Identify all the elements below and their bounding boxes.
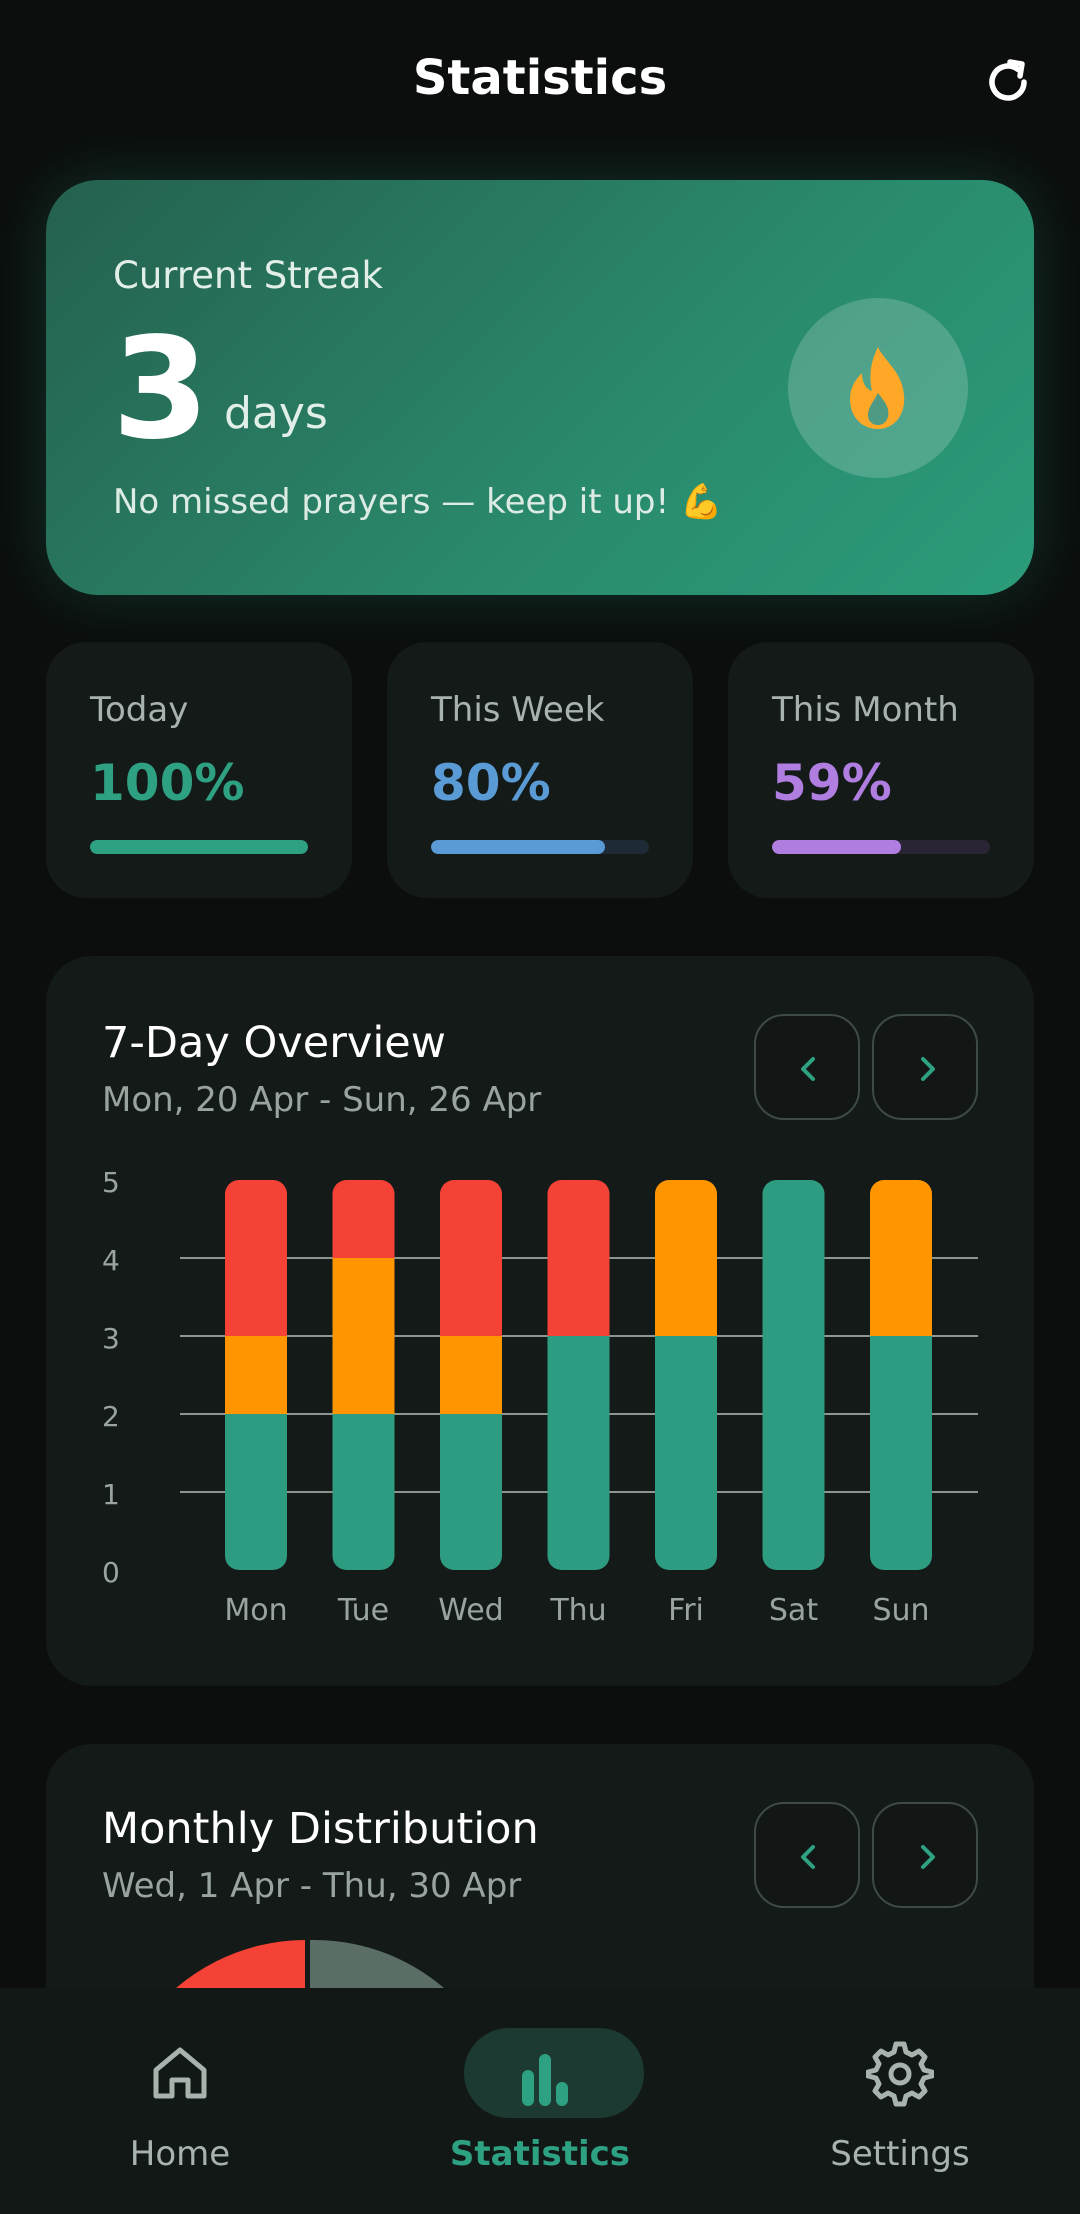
bar-segment bbox=[547, 1180, 610, 1336]
bar-segment bbox=[870, 1180, 932, 1336]
previous-week-button[interactable] bbox=[754, 1014, 860, 1120]
x-tick-label: Tue bbox=[337, 1593, 389, 1628]
stat-card-today: Today 100% bbox=[46, 642, 352, 898]
current-streak-card: Current Streak 3 days No missed prayers … bbox=[46, 180, 1034, 595]
stat-card-this-month: This Month 59% bbox=[728, 642, 1034, 898]
streak-unit: days bbox=[224, 388, 328, 439]
chevron-right-icon bbox=[921, 1845, 935, 1869]
bar-segment bbox=[440, 1414, 502, 1570]
streak-badge bbox=[788, 298, 968, 478]
next-month-button[interactable] bbox=[872, 1802, 978, 1908]
nav-label: Statistics bbox=[449, 2134, 631, 2174]
bar-segment bbox=[547, 1336, 610, 1570]
active-indicator bbox=[464, 2028, 644, 2118]
bar-segment bbox=[225, 1180, 287, 1336]
stat-value: 59% bbox=[772, 754, 892, 812]
fire-icon bbox=[850, 347, 905, 429]
progress-fill bbox=[772, 840, 901, 854]
bar-segment bbox=[332, 1414, 395, 1570]
seven-day-overview-card: 7-Day Overview Mon, 20 Apr - Sun, 26 Apr… bbox=[46, 956, 1034, 1686]
previous-month-button[interactable] bbox=[754, 1802, 860, 1908]
bar-segment bbox=[225, 1414, 287, 1570]
x-tick-label: Thu bbox=[549, 1593, 606, 1628]
bar-segment bbox=[655, 1180, 717, 1336]
chevron-left-icon bbox=[801, 1057, 815, 1081]
x-tick-label: Mon bbox=[224, 1593, 287, 1628]
bar-segment bbox=[332, 1258, 395, 1414]
y-tick-label: 3 bbox=[102, 1322, 120, 1355]
bar-segment bbox=[762, 1180, 825, 1570]
chevron-right-icon bbox=[921, 1057, 935, 1081]
stat-label: This Week bbox=[431, 690, 605, 730]
streak-message: No missed prayers — keep it up! 💪 bbox=[113, 482, 723, 522]
progress-bar bbox=[90, 840, 308, 854]
streak-count: 3 bbox=[112, 308, 210, 471]
page-title: Statistics bbox=[412, 50, 668, 106]
refresh-icon[interactable] bbox=[978, 52, 1038, 112]
top-bar: Statistics bbox=[0, 0, 1080, 160]
gear-icon bbox=[866, 2041, 934, 2107]
progress-fill bbox=[90, 840, 308, 854]
x-tick-label: Sun bbox=[872, 1593, 929, 1628]
overview-date-range: Mon, 20 Apr - Sun, 26 Apr bbox=[102, 1080, 542, 1120]
home-icon bbox=[153, 2047, 207, 2099]
bar-segment bbox=[655, 1336, 717, 1570]
nav-label: Home bbox=[129, 2134, 231, 2174]
bar-chart-icon bbox=[522, 2054, 568, 2106]
stat-label: Today bbox=[90, 690, 189, 730]
x-tick-label: Wed bbox=[438, 1593, 503, 1628]
y-tick-label: 5 bbox=[102, 1166, 120, 1199]
chevron-left-icon bbox=[801, 1845, 815, 1869]
next-week-button[interactable] bbox=[872, 1014, 978, 1120]
progress-fill bbox=[431, 840, 606, 854]
bottom-navigation: Home Statistics Settings bbox=[0, 1988, 1080, 2214]
x-tick-label: Fri bbox=[668, 1593, 704, 1628]
progress-bar bbox=[772, 840, 990, 854]
monthly-date-range: Wed, 1 Apr - Thu, 30 Apr bbox=[102, 1866, 522, 1906]
y-tick-label: 1 bbox=[102, 1478, 120, 1511]
y-tick-label: 2 bbox=[102, 1400, 120, 1433]
streak-label: Current Streak bbox=[113, 254, 383, 297]
seven-day-bar-chart: 0 1 2 3 4 5 Mon Tue Wed Thu Fri Sat Sun bbox=[102, 1166, 978, 1628]
nav-label: Settings bbox=[830, 2134, 970, 2174]
bar-segment bbox=[225, 1336, 287, 1414]
stat-value: 80% bbox=[431, 754, 551, 812]
overview-title: 7-Day Overview bbox=[102, 1018, 446, 1068]
bar-segment bbox=[440, 1336, 502, 1414]
bar-segment bbox=[870, 1336, 932, 1570]
monthly-title: Monthly Distribution bbox=[102, 1804, 539, 1854]
nav-statistics[interactable]: Statistics bbox=[360, 1988, 720, 2214]
y-tick-label: 4 bbox=[102, 1244, 120, 1277]
x-tick-label: Sat bbox=[769, 1593, 818, 1628]
stat-card-this-week: This Week 80% bbox=[387, 642, 693, 898]
progress-bar bbox=[431, 840, 649, 854]
stat-value: 100% bbox=[90, 754, 245, 812]
bar-segment bbox=[332, 1180, 395, 1258]
bar-segment bbox=[440, 1180, 502, 1336]
nav-settings[interactable]: Settings bbox=[720, 1988, 1080, 2214]
nav-home[interactable]: Home bbox=[0, 1988, 360, 2214]
stat-label: This Month bbox=[772, 690, 959, 730]
y-tick-label: 0 bbox=[102, 1556, 120, 1589]
